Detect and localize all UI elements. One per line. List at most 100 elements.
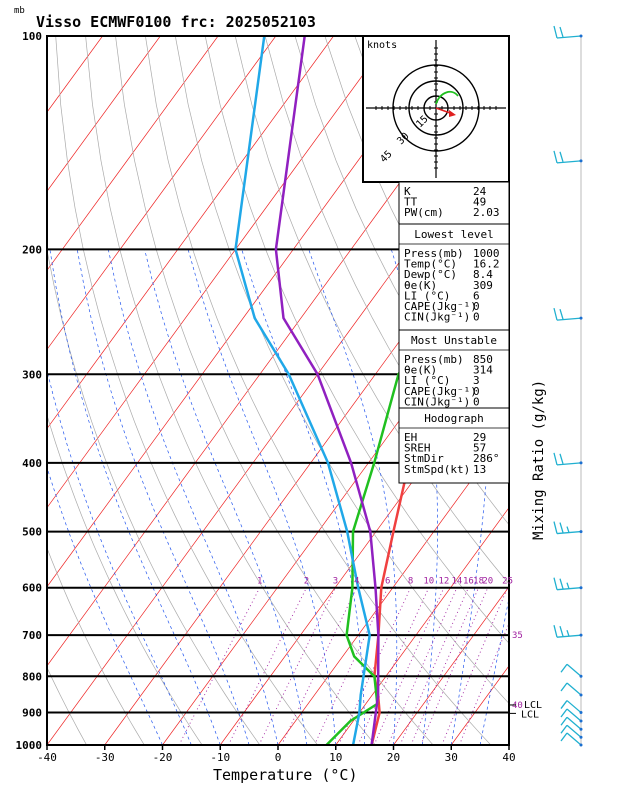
temperature-tick-label: -20 [153,751,173,764]
wind-barb-flag [559,578,564,589]
wind-barb-flag [553,150,558,164]
x-axis-label: Temperature (°C) [213,766,358,784]
dry-adiabat [264,36,509,526]
isotherm [104,190,509,745]
pressure-tick-label: 100 [22,30,42,43]
temperature-tick-label: -10 [210,751,230,764]
wind-barb-flag [559,151,564,163]
mixing-ratio-label: 4 [354,577,359,587]
indices-box [398,181,510,225]
isotherm [47,36,161,192]
index-value: 6 [473,289,480,302]
isotherm [335,507,509,745]
wind-barb [553,625,583,638]
index-value: 1000 [473,247,500,260]
index-label: CAPE(Jkg⁻¹) [404,300,477,313]
wind-barb-dot [579,674,583,678]
index-label: θe(K) [404,364,437,377]
wind-barb-flag [553,25,558,39]
wind-barb [560,732,583,747]
mixing-ratio-label: 2 [304,577,309,587]
mixing-ratio-label: 40 [512,701,523,711]
mixing-ratio-label: 3 [333,577,338,587]
dry-adiabat [564,36,618,745]
hodograph-unit: knots [367,40,397,51]
index-label: CIN(Jkg⁻¹) [404,395,470,408]
wind-barb-flag [560,732,568,742]
mixing-ratio-label: 12 [438,577,449,587]
wind-barb-flag [560,663,568,673]
indices-table: K 24 TT 49 PW(cm) 2.03 Lowest level Press(mb) 10… [398,181,510,484]
wind-barb-flag [559,26,564,38]
wind-barb [560,716,583,731]
wind-barb [560,663,583,678]
table-heading: Lowest level [414,228,493,241]
most-unstable-box [398,329,510,409]
chart-title: Visso ECMWF0100 frc: 2025052103 [36,13,316,31]
wind-barb-shaft [566,708,582,722]
wind-barb-shaft [566,724,582,738]
index-label: LI (°C) [404,289,450,302]
dry-adiabat [204,36,509,644]
y-unit-label: mb [14,6,25,16]
wind-barb [553,25,583,39]
profile-parcel [274,36,380,745]
index-value: 8.4 [473,268,493,281]
wind-barb-flag [566,582,570,589]
wind-barb [553,521,583,535]
wind-barb-flag [553,521,558,534]
wind-barb-flag [553,307,558,321]
index-label: LI (°C) [404,374,450,387]
pressure-tick-label: 700 [22,629,42,642]
wind-barb [553,307,583,321]
temperature-tick-label: 10 [329,751,342,764]
mixing-ratio-line [227,587,307,745]
mixing-ratio-line [441,587,509,745]
wind-barb-flag [566,629,570,637]
wind-barb-flag [560,682,568,692]
wind-barb-flag [559,453,564,465]
index-label: Dewp(°C) [404,268,457,281]
index-label: TT [404,196,418,209]
index-label: θe(K) [404,279,437,292]
index-value: 309 [473,279,493,292]
wind-barb-shaft [556,317,582,321]
index-label: CAPE(Jkg⁻¹) [404,385,477,398]
mixing-ratio-label: 8 [408,577,413,587]
wind-barb-flag [559,625,564,637]
wind-barb [560,682,583,697]
hodograph-trace [435,90,459,105]
index-value: 49 [473,196,486,209]
dry-adiabat [55,36,318,745]
temperature-tick-label: 40 [502,751,515,764]
index-value: 0 [473,311,480,324]
isotherm [277,427,509,745]
wind-barb-shaft [556,462,582,466]
mixing-ratio-line [258,587,336,745]
pressure-tick-label: 500 [22,526,42,539]
mixing-ratio-line [281,587,358,745]
wind-barb-dot [579,743,583,747]
index-label: SREH [404,442,431,455]
mixing-ratio-line [373,587,445,745]
dry-adiabat [47,413,203,745]
index-value: 3 [473,374,480,387]
wind-barb-flag [553,577,558,590]
wind-barb-flag [553,625,558,638]
index-value: 2.03 [473,206,500,219]
wind-barb [553,577,583,591]
wind-barb-shaft [566,682,582,696]
index-value: 0 [473,300,480,313]
mixing-ratio-label: 10 [423,577,434,587]
wind-barb-shaft [566,732,582,746]
wind-barb-flag [553,452,558,466]
moist-adiabat [508,743,509,745]
title-group: mb Visso ECMWF0100 frc: 2025052103 [14,6,316,31]
isotherm [47,36,277,351]
index-label: Press(mb) [404,353,464,366]
isotherm [393,586,509,745]
moist-adiabat [144,249,308,745]
moist-adiabat [308,249,398,745]
